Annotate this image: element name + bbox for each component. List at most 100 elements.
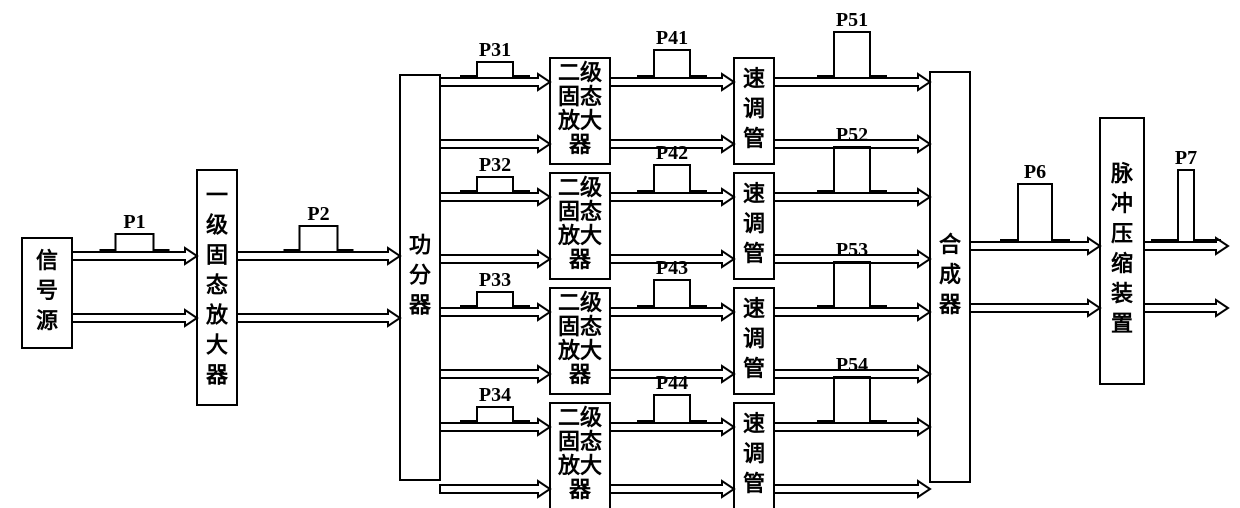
- box-amp1-line-5: 大: [206, 333, 228, 358]
- stage-P31-label: P31: [479, 39, 511, 61]
- box-amp2_3-line-2: 放大: [557, 338, 602, 363]
- box-amp2_3-line-1: 固态: [558, 314, 602, 339]
- stage-P41-label: P41: [656, 27, 688, 49]
- stage-P2-arrow-bottom: [237, 310, 400, 326]
- stage-P44-arrow-bottom: [610, 481, 734, 497]
- stage-P54-arrow-bottom: [774, 481, 930, 497]
- stage-P1-pulse: [100, 234, 170, 250]
- stage-P44-pulse: [637, 395, 707, 421]
- stage-P34-arrow-top: [440, 419, 550, 435]
- stage-P7-arrow-bottom: [1144, 300, 1228, 316]
- box-amp1-line-3: 态: [206, 273, 228, 298]
- stage-P7-label: P7: [1175, 147, 1197, 169]
- stage-P42-pulse: [637, 165, 707, 191]
- stage-P51-arrow-top: [774, 74, 930, 90]
- box-splitter-line-2: 器: [408, 293, 432, 318]
- box-amp2_4: 二级固态放大器: [550, 403, 610, 508]
- stage-P34-pulse: [460, 407, 530, 421]
- stage-P54-arrow-top: [774, 419, 930, 435]
- stage-P54-pulse: [817, 377, 887, 421]
- box-compress-line-3: 缩: [1111, 251, 1133, 276]
- stage-P6-arrow-top: [970, 238, 1100, 254]
- stage-P53-pulse: [817, 262, 887, 306]
- box-klys_1-line-1: 调: [743, 96, 765, 121]
- box-source-line-1: 号: [36, 278, 58, 303]
- box-klys_3: 速调管: [734, 288, 774, 394]
- box-amp2_1-line-1: 固态: [558, 84, 602, 109]
- box-klys_3-line-1: 调: [743, 326, 765, 351]
- box-klys_4: 速调管: [734, 403, 774, 508]
- stage-P6-pulse: [1000, 184, 1070, 240]
- box-amp2_3-line-0: 二级: [558, 290, 602, 315]
- box-source-line-2: 源: [36, 308, 58, 333]
- box-amp2_4-line-0: 二级: [558, 405, 602, 430]
- stage-P32-arrow-bottom: [440, 251, 550, 267]
- box-amp2_2-line-1: 固态: [558, 199, 602, 224]
- box-amp2_1-line-2: 放大: [557, 108, 602, 133]
- box-amp1-line-6: 器: [205, 363, 229, 388]
- stage-P31-arrow-bottom: [440, 136, 550, 152]
- box-splitter-line-1: 分: [409, 263, 431, 288]
- box-amp2_2: 二级固态放大器: [550, 173, 610, 279]
- stage-P2-pulse: [284, 226, 354, 250]
- stage-P44-arrow-top: [610, 419, 734, 435]
- box-source: 信号源: [22, 238, 72, 348]
- stage-P32-pulse: [460, 177, 530, 191]
- box-amp2_1-line-0: 二级: [558, 60, 602, 85]
- box-amp2_4-line-1: 固态: [558, 429, 602, 454]
- box-klys_2-line-0: 速: [743, 181, 765, 206]
- box-klys_1-line-2: 管: [743, 126, 765, 151]
- box-klys_4-line-0: 速: [743, 411, 765, 436]
- box-klys_3-line-0: 速: [743, 296, 765, 321]
- stage-P52-pulse: [817, 147, 887, 191]
- box-combiner-line-2: 器: [938, 292, 962, 317]
- stage-P6-label: P6: [1024, 161, 1046, 183]
- box-klys_2: 速调管: [734, 173, 774, 279]
- stage-P7-pulse: [1151, 170, 1221, 240]
- box-amp2_1-line-3: 器: [568, 132, 592, 157]
- stage-P43-label: P43: [656, 257, 688, 279]
- box-compress-line-4: 装: [1111, 281, 1133, 306]
- stage-P41-arrow-top: [610, 74, 734, 90]
- box-amp2_1: 二级固态放大器: [550, 58, 610, 164]
- box-compress-line-0: 脉: [1110, 161, 1134, 186]
- stage-P33-pulse: [460, 292, 530, 306]
- box-compress-line-1: 冲: [1111, 191, 1133, 216]
- box-splitter-line-0: 功: [409, 233, 431, 258]
- stage-P34-label: P34: [479, 384, 511, 406]
- box-splitter: 功分器: [400, 75, 440, 480]
- stage-P54-label: P54: [836, 354, 868, 376]
- diagram-canvas: 信号源一级固态放大器功分器二级固态放大器二级固态放大器二级固态放大器二级固态放大…: [0, 0, 1240, 508]
- stage-P53-arrow-top: [774, 304, 930, 320]
- stage-P52-label: P52: [836, 124, 868, 146]
- box-amp1-line-0: 一: [206, 183, 228, 208]
- stage-P32-label: P32: [479, 154, 511, 176]
- box-source-line-0: 信: [36, 248, 58, 273]
- stage-P1-label: P1: [123, 211, 145, 233]
- stage-P43-arrow-top: [610, 304, 734, 320]
- box-compress-line-2: 压: [1111, 221, 1133, 246]
- box-klys_2-line-1: 调: [743, 211, 765, 236]
- stage-P1-arrow-bottom: [72, 310, 197, 326]
- stage-P42-arrow-top: [610, 189, 734, 205]
- box-amp2_2-line-3: 器: [568, 247, 592, 272]
- stage-P2-label: P2: [307, 203, 329, 225]
- stage-P41-pulse: [637, 50, 707, 76]
- box-combiner-line-1: 成: [939, 262, 961, 287]
- stage-P31-pulse: [460, 62, 530, 76]
- stage-P33-label: P33: [479, 269, 511, 291]
- stage-P42-label: P42: [656, 142, 688, 164]
- box-klys_4-line-2: 管: [743, 471, 765, 496]
- box-amp1: 一级固态放大器: [197, 170, 237, 405]
- box-amp2_4-line-2: 放大: [557, 453, 602, 478]
- box-compress-line-5: 置: [1111, 311, 1133, 336]
- box-klys_3-line-2: 管: [743, 356, 765, 381]
- stage-P44-label: P44: [656, 372, 688, 394]
- box-combiner-line-0: 合: [939, 232, 962, 257]
- box-amp1-line-4: 放: [205, 303, 229, 328]
- box-klys_1-line-0: 速: [743, 66, 765, 91]
- stage-P51-pulse: [817, 32, 887, 76]
- box-klys_2-line-2: 管: [743, 241, 765, 266]
- stage-P43-pulse: [637, 280, 707, 306]
- stage-P2-arrow-top: [237, 248, 400, 264]
